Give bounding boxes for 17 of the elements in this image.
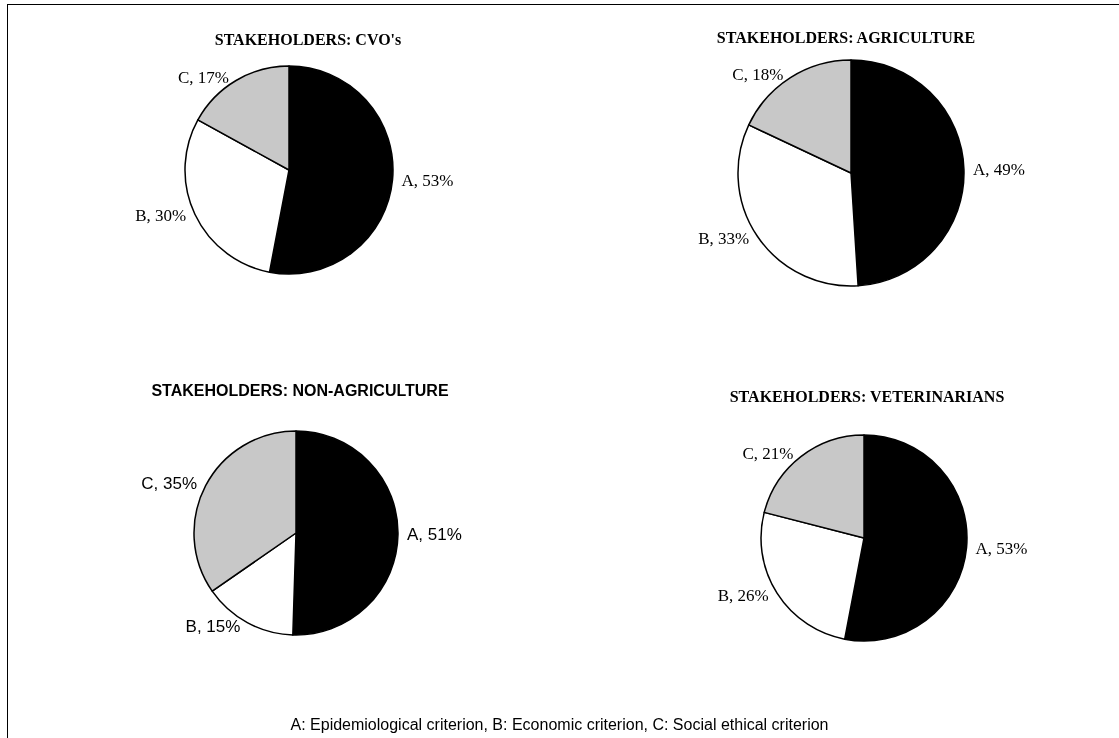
slice-label: B, 15% xyxy=(185,616,241,636)
slice-label: B, 30% xyxy=(135,206,187,226)
slice-label: A, 49% xyxy=(972,159,1025,179)
slice-label: A, 53% xyxy=(975,538,1028,558)
slice-label: A, 51% xyxy=(406,525,462,545)
chart-title: STAKEHOLDERS: AGRICULTURE xyxy=(716,28,976,46)
slice-label: C, 17% xyxy=(178,67,230,87)
slice-label: C, 35% xyxy=(141,474,198,494)
chart-title: STAKEHOLDERS: VETERINARIANS xyxy=(729,387,1005,405)
slice-label: C, 18% xyxy=(732,64,784,84)
slice-label: C, 21% xyxy=(742,443,794,463)
text: A: Epidemiological criterion, B: Economic criterion, C: Social ethical criterion xyxy=(289,716,830,734)
chart-title: STAKEHOLDERS: NON-AGRICULTURE xyxy=(151,381,449,399)
chart-title: STAKEHOLDERS: CVO's xyxy=(214,30,402,48)
slice-label: B, 26% xyxy=(717,585,769,605)
slice-label: A, 53% xyxy=(401,170,454,190)
slice-label: B, 33% xyxy=(698,229,750,249)
